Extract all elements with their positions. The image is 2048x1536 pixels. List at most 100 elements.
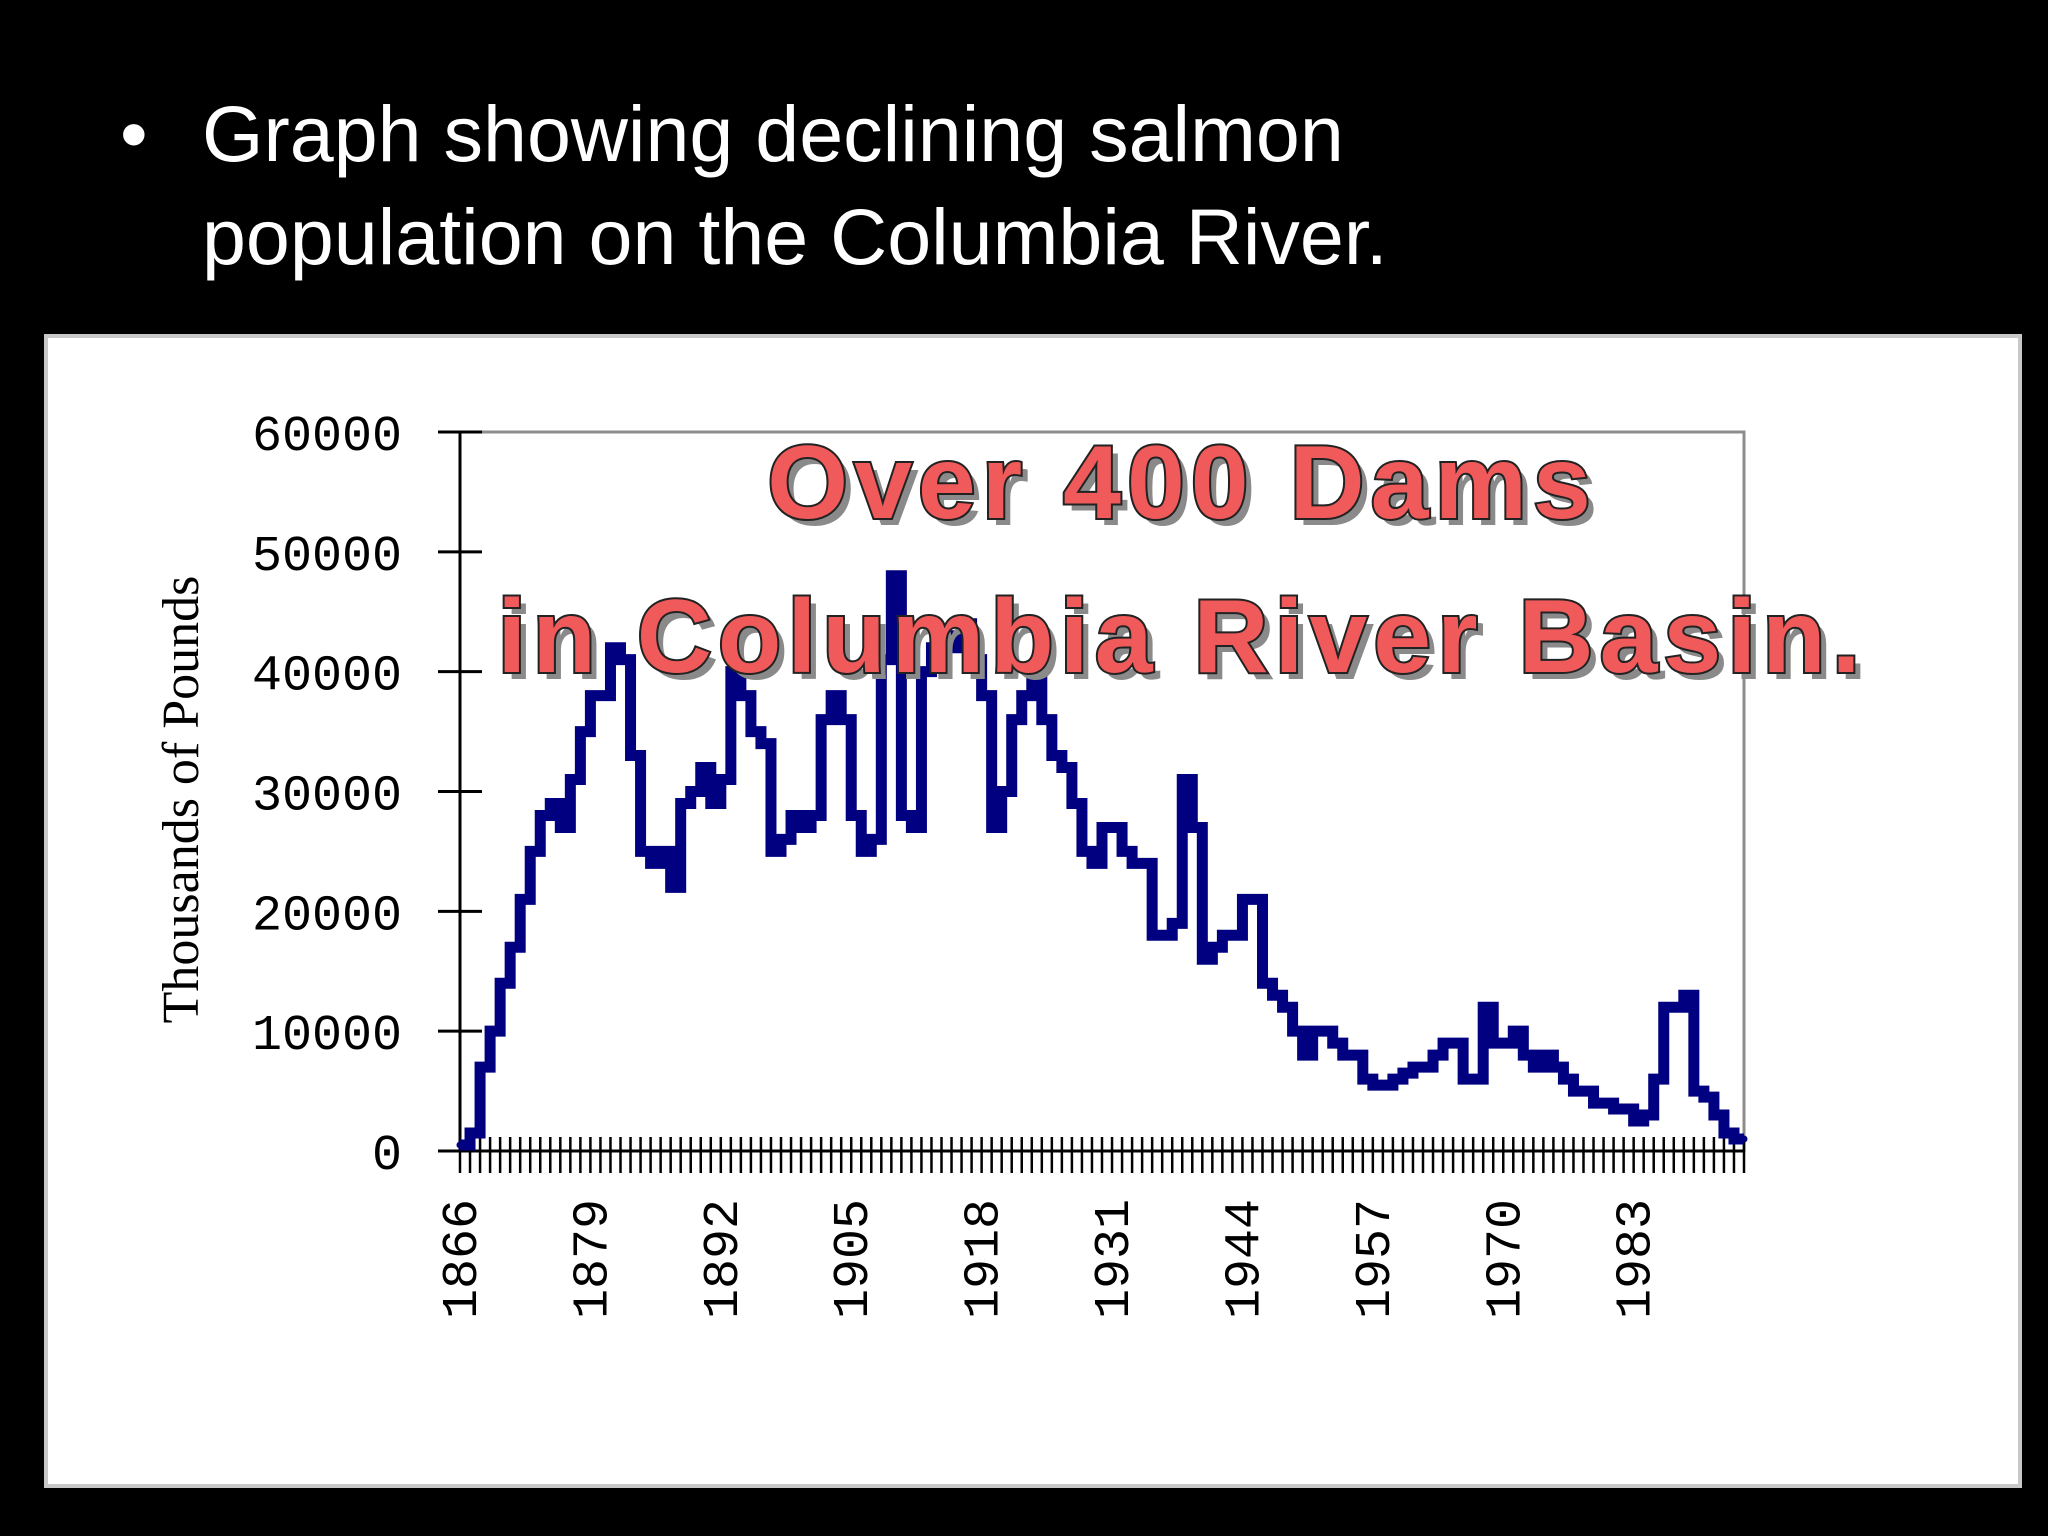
data-point [1349, 1051, 1357, 1059]
data-point [1439, 1039, 1447, 1047]
x-tick-label: 1892 [696, 1199, 753, 1319]
data-point [767, 847, 775, 855]
data-point [777, 835, 785, 843]
data-point [466, 1129, 474, 1137]
data-point [1128, 859, 1136, 867]
data-point [576, 728, 584, 736]
data-point [1730, 1135, 1738, 1143]
data-point [998, 788, 1006, 795]
data-point [617, 656, 624, 664]
data-point [968, 656, 976, 664]
data-point [1539, 1051, 1547, 1059]
data-point [1238, 895, 1246, 903]
data-point [1218, 931, 1226, 939]
data-point [1469, 1075, 1477, 1083]
data-point [1168, 919, 1176, 927]
data-point [456, 1141, 464, 1149]
data-point [927, 644, 935, 652]
data-point [717, 776, 725, 784]
y-tick-label: 60000 [252, 409, 402, 466]
data-point [1569, 1087, 1577, 1095]
data-point [1409, 1063, 1417, 1071]
data-point [807, 811, 815, 819]
x-tick-label: 1944 [1217, 1199, 1274, 1319]
data-point [1138, 859, 1146, 867]
bullet-body: Graph showing declining salmon populatio… [202, 82, 1920, 288]
x-tick-label: 1866 [435, 1199, 492, 1319]
data-point [1740, 1135, 1748, 1143]
data-point [857, 847, 865, 855]
data-point [1329, 1039, 1337, 1047]
data-point [1529, 1063, 1537, 1071]
data-point [677, 799, 685, 807]
data-point [1018, 692, 1026, 700]
data-point [847, 811, 855, 819]
data-point [1038, 716, 1046, 724]
data-point [586, 692, 594, 700]
data-point [1158, 931, 1166, 939]
data-point [707, 799, 715, 807]
data-point [1519, 1051, 1527, 1059]
data-point [737, 692, 745, 700]
data-point [496, 979, 504, 987]
y-tick-label: 30000 [252, 769, 402, 826]
bullet-item: • Graph showing declining salmon populat… [120, 82, 1920, 288]
annotation-line-2: in Columbia River Basin. [497, 579, 1866, 695]
data-point [1680, 991, 1688, 999]
y-tick-label: 10000 [252, 1008, 402, 1065]
data-point [887, 572, 895, 580]
data-point [897, 811, 905, 819]
data-point [1058, 764, 1066, 772]
data-point [988, 823, 996, 831]
data-point [647, 859, 655, 867]
x-tick-label: 1879 [565, 1199, 622, 1319]
data-point [727, 668, 735, 676]
x-tick-label: 1970 [1478, 1199, 1535, 1319]
data-point [1148, 931, 1156, 939]
salmon-catch-chart: 0 10000 20000 30000 40000 50000 60000 1866 1879 1… [153, 409, 1868, 1319]
data-point [1429, 1051, 1437, 1059]
y-axis-title: Thousands of Pounds [153, 576, 210, 1024]
slide-text: • Graph showing declining salmon populat… [120, 82, 1920, 288]
data-point [1098, 823, 1106, 831]
data-point [606, 644, 614, 652]
data-point [1369, 1081, 1377, 1089]
data-point [506, 943, 514, 951]
annotation-line-1: Over 400 Dams [767, 425, 1597, 541]
data-point [948, 644, 956, 652]
data-point [1660, 1003, 1668, 1011]
data-point [1359, 1075, 1367, 1083]
data-point [596, 692, 604, 700]
data-point [536, 811, 544, 819]
y-tick-label: 50000 [252, 529, 402, 586]
data-point [1389, 1075, 1397, 1083]
x-tick-label: 1957 [1348, 1199, 1405, 1319]
data-point [1299, 1051, 1307, 1059]
data-point [757, 740, 765, 748]
data-point [1600, 1099, 1608, 1107]
data-point [837, 716, 845, 724]
data-point [1269, 991, 1277, 999]
data-point [797, 823, 805, 831]
data-point [1670, 1003, 1678, 1011]
data-point [1279, 1003, 1287, 1011]
data-point [516, 895, 524, 903]
data-point [1339, 1051, 1347, 1059]
x-tick-label: 1905 [826, 1199, 883, 1319]
data-point [526, 847, 534, 855]
x-tick-label: 1983 [1609, 1199, 1666, 1319]
data-point [1449, 1039, 1457, 1047]
data-point [546, 799, 554, 807]
data-point [566, 776, 574, 784]
data-point [1248, 895, 1256, 903]
data-point [556, 823, 564, 831]
data-point [1690, 1087, 1698, 1095]
data-point [1640, 1111, 1648, 1119]
data-point [1590, 1099, 1598, 1107]
data-point [1088, 859, 1096, 867]
data-point [1289, 1027, 1297, 1035]
data-point [1008, 716, 1016, 724]
data-point [1028, 668, 1036, 676]
data-point [637, 847, 645, 855]
data-point [867, 835, 875, 843]
